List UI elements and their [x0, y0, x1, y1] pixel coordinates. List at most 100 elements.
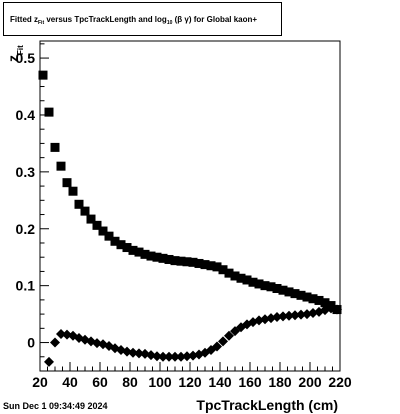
square-point [248, 277, 258, 287]
square-point [320, 298, 330, 308]
square-point [158, 253, 168, 263]
x-tick-label: 120 [178, 374, 202, 390]
series-2 [44, 303, 342, 367]
square-point [254, 279, 264, 289]
y-tick-label: 0 [27, 335, 35, 351]
title-part5: ) for Global kaon+ [189, 15, 258, 24]
x-tick-label: 60 [92, 374, 108, 390]
title-part3: ( [172, 15, 177, 24]
square-point [62, 178, 72, 188]
series-1 [38, 70, 342, 315]
chart-title: Fitted zFit versus TpcTrackLength and lo… [10, 15, 257, 26]
square-point [218, 265, 228, 275]
diamond-point [158, 351, 168, 362]
diamond-point [152, 351, 162, 362]
diamond-point [134, 348, 144, 359]
square-point [176, 256, 186, 266]
diamond-point [218, 336, 228, 347]
square-point [74, 199, 84, 209]
title-box [3, 2, 282, 36]
square-point [110, 236, 120, 246]
square-point [134, 247, 144, 257]
square-point [80, 206, 90, 216]
y-axis-title-sub: Fit [16, 45, 25, 55]
diamond-point [278, 311, 288, 322]
square-point [56, 161, 66, 171]
x-tick-label: 200 [298, 374, 322, 390]
square-point [140, 249, 150, 259]
plot-frame [39, 40, 341, 372]
x-tick-label: 40 [62, 374, 78, 390]
square-point [272, 284, 282, 293]
square-point [128, 245, 138, 255]
square-point [164, 254, 174, 264]
square-point [194, 258, 204, 268]
x-tick-label: 100 [148, 374, 172, 390]
x-tick-label: 80 [122, 374, 138, 390]
square-point [266, 282, 276, 292]
diamond-point [212, 341, 222, 352]
square-point [44, 107, 54, 117]
square-point [38, 70, 48, 80]
square-point [98, 226, 108, 236]
square-point [86, 214, 96, 224]
timestamp: Sun Dec 1 09:34:49 2024 [3, 401, 108, 411]
x-tick-label: 140 [208, 374, 232, 390]
diamond-point [164, 351, 174, 362]
diamond-point [128, 347, 138, 358]
square-point [290, 289, 300, 299]
diamond-point [50, 337, 60, 348]
y-tick-label: 0.1 [16, 278, 36, 294]
title-sub1: Fit [38, 20, 44, 26]
square-point [308, 294, 318, 304]
svg-text:zFit: zFit [5, 45, 25, 62]
square-point [314, 295, 324, 305]
square-point [170, 256, 180, 266]
x-tick-label: 20 [32, 374, 48, 390]
diamond-point [182, 351, 192, 362]
square-point [116, 240, 126, 250]
diamond-point [290, 310, 300, 321]
square-point [188, 257, 198, 267]
square-point [212, 262, 222, 272]
square-point [122, 243, 132, 253]
y-axis: 0 0.1 0.2 0.3 0.4 0.5 [16, 43, 49, 372]
diamond-point [224, 330, 234, 341]
square-point [104, 231, 114, 241]
x-tick-label: 220 [328, 374, 352, 390]
title-part1: Fitted z [10, 15, 38, 24]
title-gamma-symbol: γ [184, 15, 189, 24]
x-axis-title: TpcTrackLength (cm) [196, 397, 338, 413]
y-tick-label: 0.2 [16, 221, 36, 237]
square-point [200, 260, 210, 270]
x-axis: 20 40 60 80 100 120 140 160 180 200 220 [32, 362, 352, 390]
y-axis-title-main: z [5, 55, 21, 62]
title-part2: versus TpcTrackLength and log [44, 15, 167, 24]
y-tick-label: 0.5 [16, 50, 36, 66]
y-tick-label: 0.3 [16, 164, 36, 180]
diamond-point [332, 304, 342, 315]
plot-background [40, 41, 340, 371]
diamond-point [284, 310, 294, 321]
title-sub2: 10 [167, 20, 173, 26]
diamond-point [44, 356, 54, 367]
square-point [146, 251, 156, 261]
square-point [236, 273, 246, 283]
x-tick-label: 180 [268, 374, 292, 390]
square-point [242, 275, 252, 285]
square-point [230, 271, 240, 281]
square-point [284, 287, 294, 297]
diamond-point [272, 311, 282, 322]
x-tick-label: 160 [238, 374, 262, 390]
data-points [38, 70, 342, 367]
square-point [182, 257, 192, 267]
title-beta-symbol: β [177, 15, 182, 24]
square-point [68, 186, 78, 196]
square-point [50, 142, 60, 152]
square-point [296, 290, 306, 300]
square-point [152, 252, 162, 262]
square-point [278, 285, 288, 295]
y-axis-title: zFit [5, 45, 25, 62]
square-point [302, 292, 312, 302]
